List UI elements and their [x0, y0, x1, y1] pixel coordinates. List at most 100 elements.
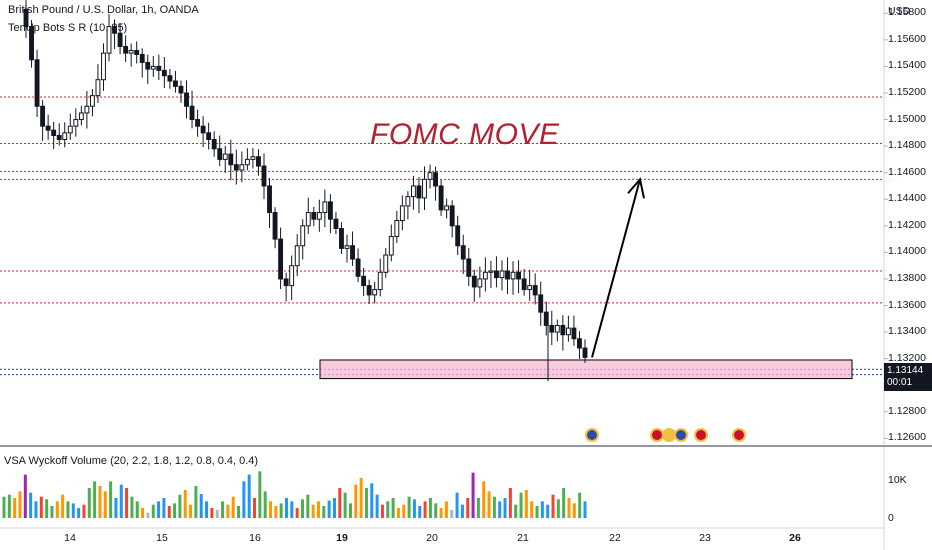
candle-body [444, 205, 450, 211]
candle-body [394, 220, 400, 237]
volume-bar [562, 488, 566, 518]
volume-bar [23, 474, 27, 518]
price-axis-label: 1.13400 [888, 325, 926, 338]
volume-bar [199, 494, 203, 518]
price-axis-label: 1.12800 [888, 404, 926, 417]
us-flag-icon[interactable] [585, 428, 599, 442]
price-axis-label: 1.14200 [888, 218, 926, 231]
candle-body [565, 327, 571, 336]
candle-body [438, 185, 444, 211]
candle-body [471, 275, 477, 288]
candle-body [571, 327, 577, 340]
candle-body [123, 45, 129, 54]
volume-bar [338, 488, 342, 518]
volume-axis-10k: 10K [888, 474, 907, 486]
time-axis-label: 16 [249, 532, 261, 544]
candle-body [167, 75, 173, 82]
volume-bar [466, 498, 470, 518]
volume-bar [519, 492, 523, 518]
candle-body [84, 105, 90, 114]
volume-bar [87, 488, 91, 518]
volume-bar [530, 501, 534, 518]
time-axis-label: 26 [789, 532, 801, 544]
candle-body [377, 271, 383, 291]
candle-body [499, 270, 505, 279]
candle-body [355, 258, 361, 277]
candle-body [582, 347, 588, 358]
volume-bar [13, 498, 17, 518]
candle-body [29, 26, 34, 61]
candle-body [106, 26, 112, 54]
volume-bar [242, 481, 246, 518]
volume-bar [45, 499, 49, 518]
volume-bar [583, 501, 587, 518]
time-axis-label: 23 [699, 532, 711, 544]
uk-flag-icon[interactable] [732, 428, 746, 442]
indicator-volume-label[interactable]: VSA Wyckoff Volume (20, 2.2, 1.8, 1.2, 0… [4, 455, 259, 467]
candle-body [405, 196, 411, 207]
candle-body [233, 164, 239, 171]
candle-body [543, 311, 549, 326]
price-axis-label: 1.15000 [888, 112, 926, 125]
candle-body [200, 125, 206, 134]
price-axis-label: 1.14000 [888, 245, 926, 258]
candle-body [527, 285, 533, 291]
volume-bar [247, 474, 251, 518]
volume-bar [311, 504, 315, 518]
symbol-title[interactable]: British Pound / U.S. Dollar, 1h, OANDA [8, 4, 199, 16]
candle-body [45, 125, 51, 131]
volume-bar [546, 504, 550, 518]
fomc-annotation[interactable]: FOMC MOVE [370, 118, 560, 151]
arrow-head [627, 177, 645, 199]
volume-bar [157, 501, 161, 518]
volume-bar [540, 501, 544, 518]
volume-bar [316, 501, 320, 518]
uk-flag-icon[interactable] [694, 428, 708, 442]
candle-body [383, 254, 389, 273]
price-axis-label: 1.15600 [888, 32, 926, 45]
candlestick-series [23, 0, 588, 382]
volume-bar [524, 490, 528, 518]
candle-body [211, 138, 217, 150]
currency-label: USD [888, 5, 911, 17]
candle-body [482, 271, 488, 280]
volume-bar [556, 499, 560, 518]
candle-body [300, 225, 306, 247]
volume-bar [343, 492, 347, 518]
time-axis-label: 22 [609, 532, 621, 544]
price-axis-label: 1.14400 [888, 192, 926, 205]
volume-bar [514, 504, 518, 518]
volume-bar [508, 488, 512, 518]
volume-bar [93, 481, 97, 518]
volume-bar [327, 500, 331, 518]
candle-body [139, 53, 145, 63]
volume-bar [82, 504, 86, 518]
volume-bar [61, 494, 65, 518]
volume-bar [492, 496, 496, 518]
price-axis-label: 1.13600 [888, 298, 926, 311]
candle-body [95, 79, 101, 97]
demand-zone-rect [319, 359, 853, 380]
candle-body [361, 275, 367, 287]
volume-bar [210, 508, 214, 518]
candle-body [344, 245, 350, 249]
candle-body [228, 153, 234, 166]
last-price-tag: 1.13144 00:01 [884, 363, 932, 391]
candle-body [460, 245, 466, 260]
volume-bar [279, 503, 283, 518]
candle-body [466, 258, 472, 277]
us-flag-icon[interactable] [674, 428, 688, 442]
volume-bar [146, 512, 150, 518]
candle-body [62, 132, 68, 140]
volume-bar [551, 494, 555, 518]
candle-body [505, 270, 510, 280]
indicator-sr-label[interactable]: TenUp Bots S R (10, 85) [8, 22, 128, 34]
volume-bar [109, 481, 113, 518]
volume-bar [183, 490, 187, 518]
volume-bar [407, 496, 411, 518]
volume-bar [487, 491, 491, 518]
candle-body [294, 245, 300, 267]
volume-bar [194, 486, 198, 518]
candle-body [422, 178, 427, 199]
